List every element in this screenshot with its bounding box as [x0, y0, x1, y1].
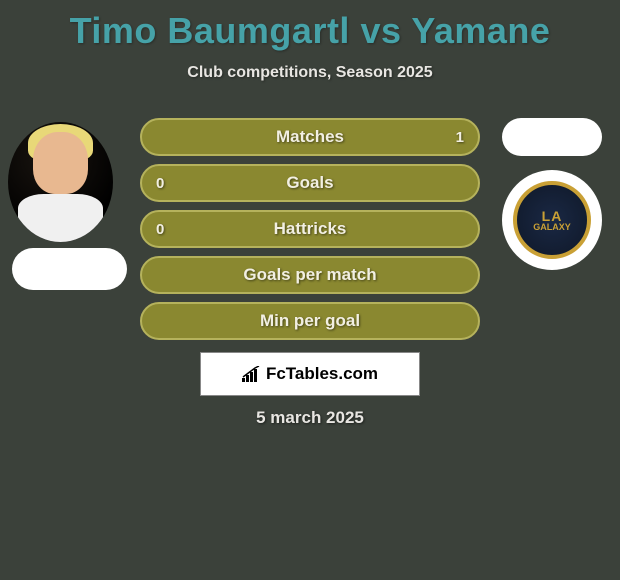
club-right-badge: LA GALAXY [502, 170, 602, 270]
branding-text: FcTables.com [266, 364, 378, 384]
footer-date: 5 march 2025 [0, 408, 620, 428]
stat-row-matches: Matches 1 [140, 118, 480, 156]
stat-label: Goals [286, 173, 333, 193]
stat-row-goals-per-match: Goals per match [140, 256, 480, 294]
stat-left-val: 0 [156, 221, 164, 238]
chart-icon [242, 366, 262, 382]
page-title: Timo Baumgartl vs Yamane [0, 0, 620, 52]
stat-label: Min per goal [260, 311, 360, 331]
stat-left-val: 0 [156, 175, 164, 192]
page-subtitle: Club competitions, Season 2025 [0, 64, 620, 82]
stats-container: Matches 1 0 Goals 0 Hattricks Goals per … [140, 118, 480, 348]
player-left-avatar [8, 122, 113, 242]
left-club-pill [12, 248, 127, 290]
club-name: GALAXY [533, 223, 571, 232]
right-top-pill [502, 118, 602, 156]
club-abbr: LA [542, 209, 563, 223]
stat-label: Goals per match [243, 265, 376, 285]
stat-row-min-per-goal: Min per goal [140, 302, 480, 340]
stat-row-goals: 0 Goals [140, 164, 480, 202]
branding-badge: FcTables.com [200, 352, 420, 396]
stat-right-val: 1 [456, 129, 464, 146]
stat-label: Hattricks [274, 219, 347, 239]
stat-row-hattricks: 0 Hattricks [140, 210, 480, 248]
stat-label: Matches [276, 127, 344, 147]
